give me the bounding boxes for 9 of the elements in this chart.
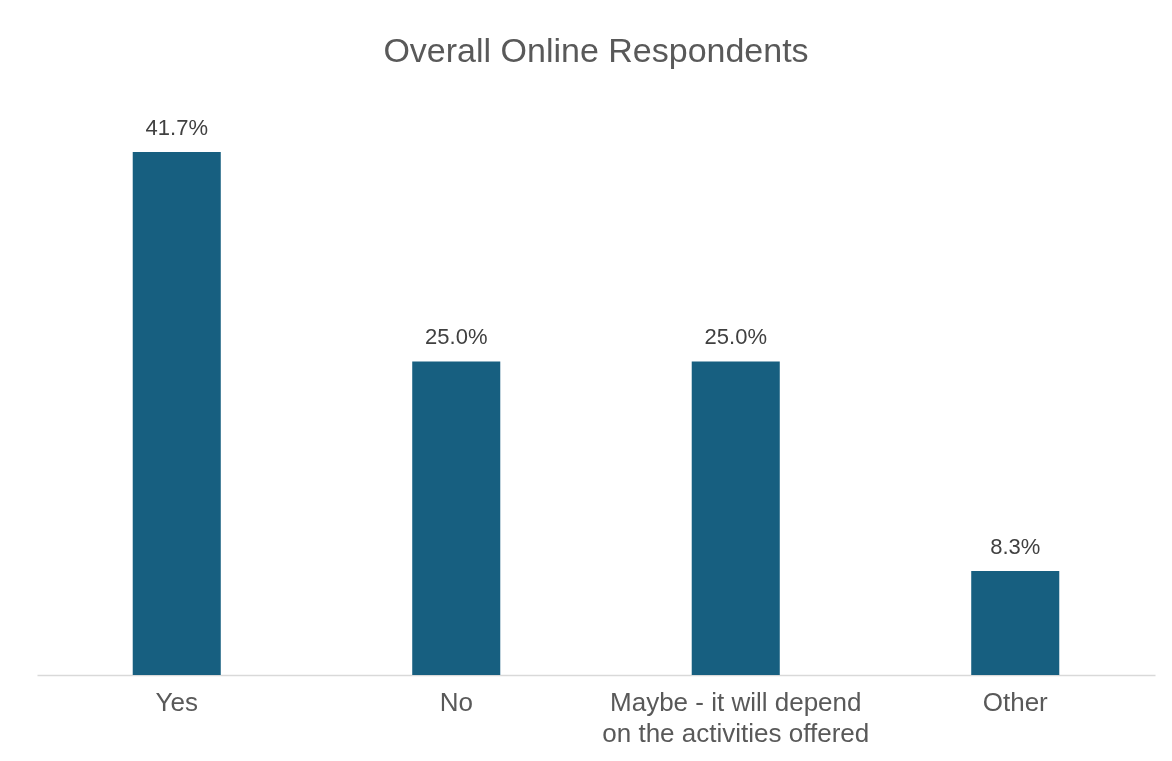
x-tick-label: Yes [155, 686, 198, 717]
chart-title: Overall Online Respondents [383, 31, 809, 69]
data-label: 8.3% [990, 533, 1041, 559]
data-label: 25.0% [425, 324, 488, 350]
data-label: 41.7% [145, 115, 208, 140]
x-tick-label: No [439, 686, 473, 717]
x-tick-label: Other [982, 686, 1049, 717]
x-tick-label: Maybe - it will depend on the activities offered [602, 686, 870, 748]
data-label: 25.0% [704, 324, 767, 350]
